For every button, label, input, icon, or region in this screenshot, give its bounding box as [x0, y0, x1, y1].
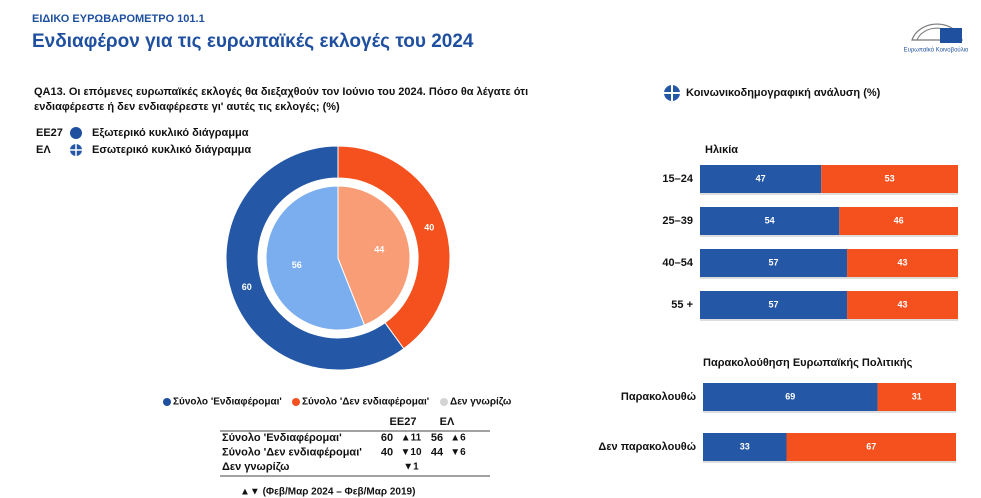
- bar-segment: [700, 207, 840, 235]
- question: ενδιαφέρεστε ή δεν ενδιαφέρεστε γι' αυτέ…: [34, 101, 340, 113]
- legend-code: ΕΛ: [36, 144, 51, 156]
- page-title: Ενδιαφέρον για τις ευρωπαϊκές εκλογές το…: [32, 31, 474, 52]
- bar-segment: [847, 291, 958, 319]
- bar-segment: [821, 165, 958, 193]
- table-header: ΕΕ27: [390, 416, 417, 428]
- logo: Ευρωπαϊκό Κοινοβούλιο: [904, 23, 969, 54]
- bar-segment: [700, 165, 822, 193]
- value-label: 47: [756, 173, 766, 183]
- legend-dot: [440, 398, 448, 406]
- value-label: 67: [866, 441, 876, 451]
- value-label: 43: [898, 299, 908, 309]
- ring-gap: [258, 178, 418, 338]
- table-row-label: Δεν γνωρίζω: [222, 461, 289, 473]
- bar-segment: [839, 207, 958, 235]
- kicker: ΕΙΔΙΚΟ ΕΥΡΩΒΑΡΟΜΕΤΡΟ 101.1: [32, 13, 205, 25]
- legend-label: Σύνολο 'Δεν ενδιαφέρομαι': [302, 397, 429, 408]
- table-cell: ▼6: [450, 447, 466, 458]
- bar-segment: [877, 383, 956, 411]
- value-label: 57: [769, 257, 779, 267]
- legend-label: Εσωτερικό κυκλικό διάγραμμα: [92, 144, 251, 156]
- table-row-label: Σύνολο 'Δεν ενδιαφέρομαι': [222, 446, 362, 458]
- bar-segment: [847, 249, 958, 277]
- category-label: Παρακολουθώ: [621, 391, 696, 403]
- category-label: 15–24: [662, 173, 693, 185]
- table-header: ΕΛ: [440, 416, 455, 428]
- value-label: 57: [769, 299, 779, 309]
- bar-segment: [700, 291, 848, 319]
- table-cell: ▲11: [401, 433, 422, 444]
- category-label: 55 +: [671, 299, 693, 311]
- value-label: 56: [292, 260, 302, 270]
- greek-flag: [70, 144, 82, 156]
- value-label: 43: [898, 257, 908, 267]
- donut-segment: [265, 185, 366, 331]
- value-label: 33: [740, 441, 750, 451]
- legend-dot: [163, 398, 171, 406]
- breakdown-title: Κοινωνικοδημογραφική ανάλυση (%): [686, 87, 881, 99]
- category-label: Δεν παρακολουθώ: [598, 441, 696, 453]
- value-label: 60: [242, 282, 252, 292]
- table-cell: ▲6: [450, 433, 466, 444]
- legend-dot: [70, 127, 82, 139]
- table-cell: ▼10: [400, 447, 421, 458]
- value-label: 40: [424, 223, 434, 233]
- table-row-label: Σύνολο 'Ενδιαφέρομαι': [222, 432, 342, 444]
- table-cell: 56: [431, 432, 443, 444]
- chart-title: Παρακολούθηση Ευρωπαϊκής Πολιτικής: [703, 357, 913, 369]
- table-note: ▲▼ (Φεβ/Μαρ 2024 – Φεβ/Μαρ 2019): [240, 487, 415, 498]
- greek-flag: [664, 85, 680, 101]
- donut-segment: [337, 185, 411, 326]
- table-cell: 60: [381, 432, 393, 444]
- value-label: 54: [765, 215, 775, 225]
- legend-label: Σύνολο 'Ενδιαφέρομαι': [173, 397, 282, 408]
- bar-segment: [700, 249, 848, 277]
- bar-segment: [703, 433, 787, 461]
- value-label: 69: [785, 391, 795, 401]
- table-cell: 40: [381, 446, 393, 458]
- legend-label: Εξωτερικό κυκλικό διάγραμμα: [92, 127, 249, 139]
- table-cell: ▼1: [403, 462, 419, 473]
- table-cell: 44: [431, 446, 444, 458]
- value-label: 46: [894, 215, 904, 225]
- legend-dot: [292, 398, 300, 406]
- value-label: 53: [885, 173, 895, 183]
- value-label: 31: [912, 391, 922, 401]
- bar-segment: [786, 433, 956, 461]
- legend-label: Δεν γνωρίζω: [450, 397, 512, 408]
- logo-text: Ευρωπαϊκό Κοινοβούλιο: [904, 47, 969, 54]
- legend-code: ΕΕ27: [36, 127, 63, 139]
- category-label: 40–54: [662, 257, 693, 269]
- bar-segment: [703, 383, 878, 411]
- chart-title: Ηλικία: [705, 144, 738, 156]
- question: QA13. Οι επόμενες ευρωπαϊκές εκλογές θα …: [34, 86, 528, 98]
- category-label: 25–39: [662, 215, 693, 227]
- value-label: 44: [374, 245, 384, 255]
